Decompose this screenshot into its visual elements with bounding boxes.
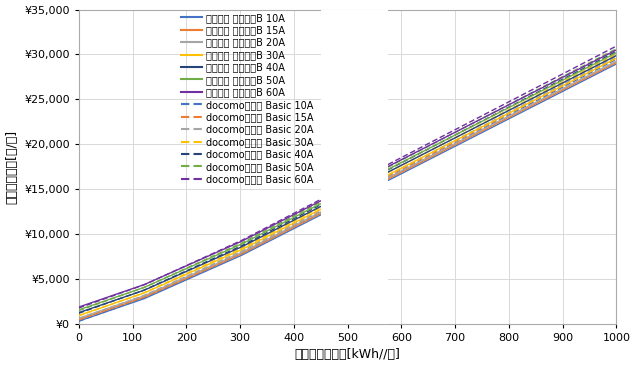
Y-axis label: 準電量取料金[円/月]: 準電量取料金[円/月] — [6, 130, 18, 204]
Bar — [321, 10, 388, 324]
Legend: 中部電力 従量電灯B 10A, 中部電力 従量電灯B 15A, 中部電力 従量電灯B 20A, 中部電力 従量電灯B 30A, 中部電力 従量電灯B 40A, : 中部電力 従量電灯B 10A, 中部電力 従量電灯B 15A, 中部電力 従量電… — [181, 13, 314, 184]
X-axis label: 月間電力使用量[kWh//月]: 月間電力使用量[kWh//月] — [294, 348, 401, 361]
